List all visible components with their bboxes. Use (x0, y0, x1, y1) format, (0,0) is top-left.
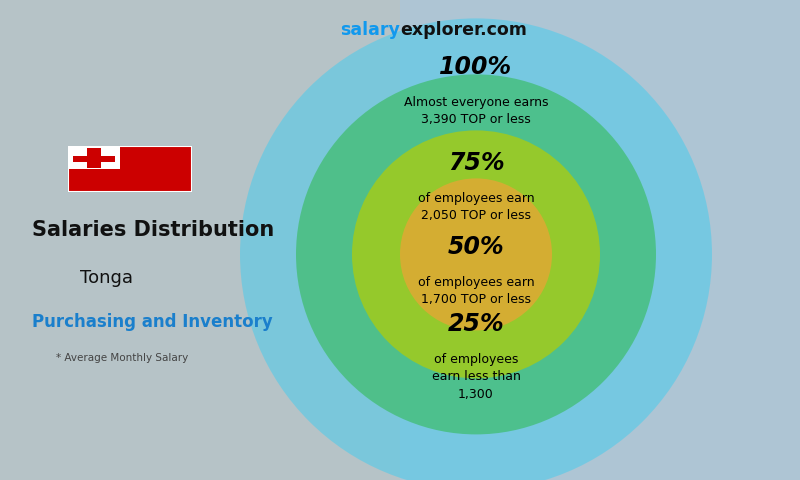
Bar (68, 146, 120, 169)
Bar (73, 156, 115, 162)
Text: Tonga: Tonga (80, 269, 133, 288)
Text: of employees earn
1,700 TOP or less: of employees earn 1,700 TOP or less (418, 276, 534, 307)
Text: 25%: 25% (448, 312, 504, 336)
Ellipse shape (296, 74, 656, 434)
Text: of employees earn
2,050 TOP or less: of employees earn 2,050 TOP or less (418, 192, 534, 223)
Text: Purchasing and Inventory: Purchasing and Inventory (32, 312, 273, 331)
Text: * Average Monthly Salary: * Average Monthly Salary (56, 353, 188, 362)
Text: 100%: 100% (439, 55, 513, 79)
Text: 75%: 75% (448, 151, 504, 175)
Ellipse shape (240, 18, 712, 480)
Bar (87, 148, 101, 168)
Ellipse shape (352, 131, 600, 378)
Bar (0, 0, 400, 480)
Bar (400, 0, 800, 480)
Text: 50%: 50% (448, 235, 504, 259)
Text: explorer.com: explorer.com (400, 21, 527, 39)
Text: salary: salary (340, 21, 400, 39)
Ellipse shape (400, 179, 552, 330)
Text: Almost everyone earns
3,390 TOP or less: Almost everyone earns 3,390 TOP or less (404, 96, 548, 127)
Text: Salaries Distribution: Salaries Distribution (32, 220, 274, 240)
Text: of employees
earn less than
1,300: of employees earn less than 1,300 (431, 353, 521, 401)
